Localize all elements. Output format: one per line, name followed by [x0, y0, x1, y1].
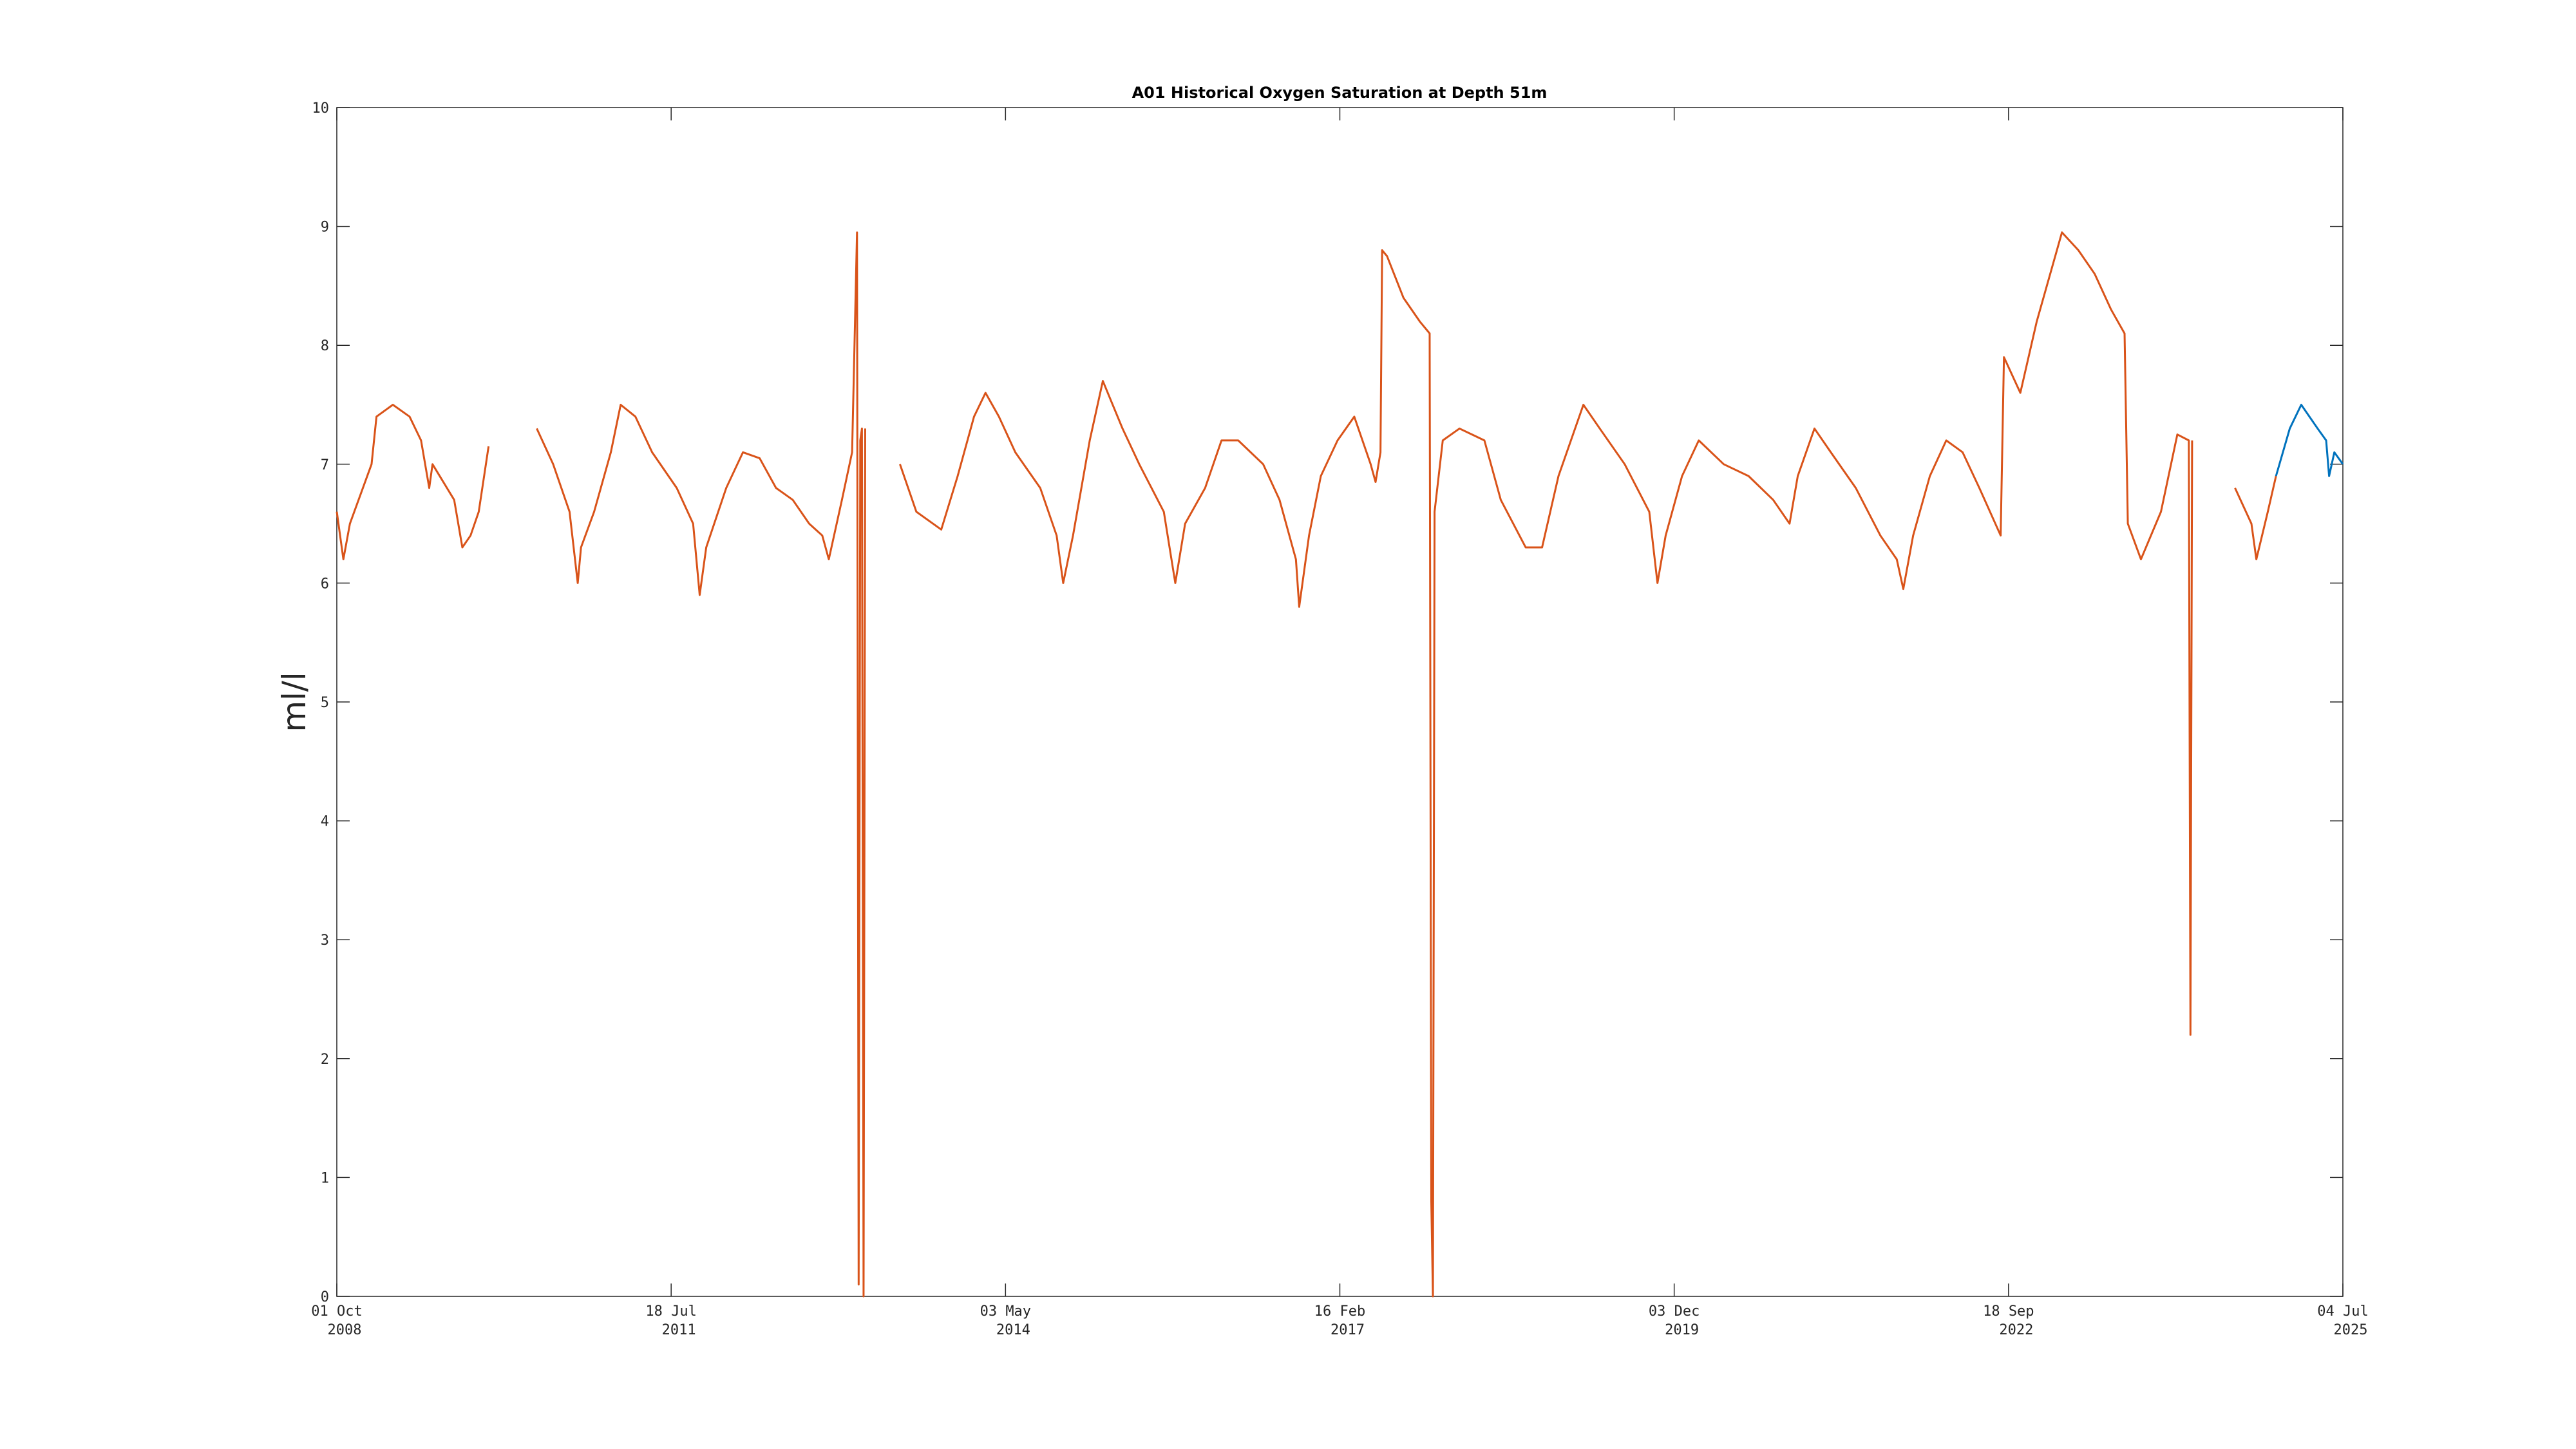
- x-tick-label: 2022: [1999, 1322, 2033, 1338]
- y-tick-label: 1: [321, 1170, 329, 1186]
- x-tick-label: 2014: [996, 1322, 1030, 1338]
- y-tick-label: 2: [321, 1052, 329, 1068]
- x-tick-label: 04 Jul: [2317, 1303, 2368, 1320]
- x-tick-label: 2019: [1665, 1322, 1699, 1338]
- y-tick-label: 6: [321, 576, 329, 592]
- y-axis-label: ml/l: [276, 672, 313, 732]
- x-tick-label: 2008: [328, 1322, 362, 1338]
- x-tick-label: 03 Dec: [1649, 1303, 1700, 1320]
- data-line: [336, 231, 2277, 1298]
- y-tick-label: 0: [321, 1289, 329, 1305]
- x-tick-label: 16 Feb: [1314, 1303, 1365, 1320]
- chart-title: A01 Historical Oxygen Saturation at Dept…: [1132, 84, 1548, 102]
- y-tick-label: 5: [321, 695, 329, 711]
- x-tick-label: 2025: [2334, 1322, 2368, 1338]
- y-tick-label: 7: [321, 457, 329, 473]
- y-tick-label: 4: [321, 814, 329, 830]
- y-tick-label: 9: [321, 220, 329, 236]
- y-tick-label: 3: [321, 933, 329, 949]
- y-tick-label: 8: [321, 338, 329, 354]
- x-tick-label: 03 May: [980, 1303, 1031, 1320]
- y-tick-label: 10: [312, 100, 330, 117]
- x-tick-label: 18 Sep: [1983, 1303, 2034, 1320]
- data-line: [2275, 404, 2344, 477]
- x-tick-label: 2011: [662, 1322, 696, 1338]
- x-tick-label: 2017: [1331, 1322, 1365, 1338]
- x-tick-label: 18 Jul: [645, 1303, 696, 1320]
- x-tick-label: 01 Oct: [311, 1303, 362, 1320]
